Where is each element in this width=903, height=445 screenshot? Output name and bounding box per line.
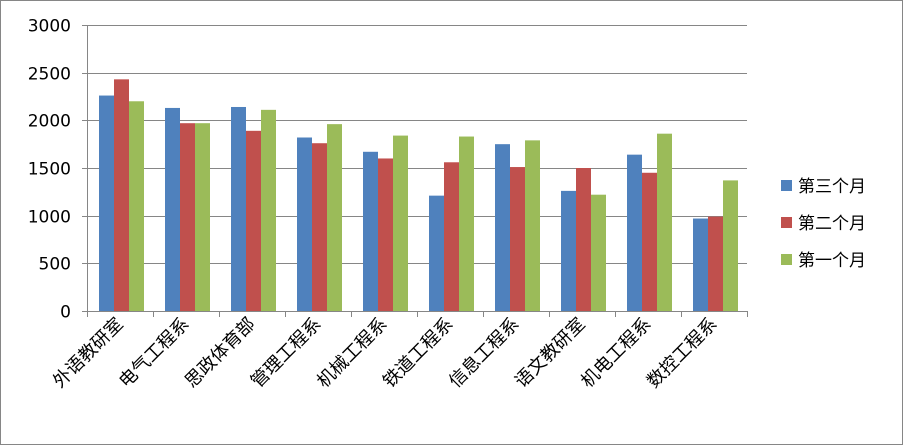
bar-1-9 (627, 154, 642, 311)
bar-3-8 (591, 194, 606, 311)
bar-3-7 (525, 140, 540, 311)
bar-3-1 (129, 101, 144, 312)
bar-2-1 (114, 79, 129, 311)
bar-3-10 (723, 180, 738, 311)
x-tick-label: 机械工程系 (313, 314, 391, 392)
y-axis-ticks: 0 500 1000 1500 2000 2500 3000 (28, 17, 71, 323)
legend-label-2: 第二个月 (798, 214, 866, 234)
bar-1-1 (99, 95, 114, 312)
x-tick-label: 铁道工程系 (379, 314, 457, 392)
y-tick-label: 2000 (28, 112, 71, 132)
bar-1-2 (165, 107, 180, 311)
bar-3-3 (261, 109, 276, 311)
bar-3-2 (195, 123, 210, 312)
bar-1-6 (429, 195, 444, 311)
bar-2-10 (708, 216, 723, 311)
x-tick-label: 思政体育部 (181, 314, 259, 392)
x-axis-ticks: 外语教研室电气工程系思政体育部管理工程系机械工程系铁道工程系信息工程系语文教研室… (49, 314, 721, 392)
bar-2-9 (642, 172, 657, 311)
bar-3-9 (657, 133, 672, 311)
x-tick-label: 机电工程系 (577, 314, 655, 392)
bar-1-5 (363, 151, 378, 311)
bar-2-6 (444, 162, 459, 311)
y-tick-label: 3000 (28, 17, 71, 37)
bar-3-4 (327, 124, 342, 311)
x-tick-label: 信息工程系 (445, 314, 523, 392)
x-tick-label: 语文教研室 (511, 314, 589, 392)
bar-3-5 (393, 135, 408, 311)
x-tick-label: 管理工程系 (247, 314, 325, 392)
y-tick-label: 1500 (28, 160, 71, 180)
axes (82, 25, 748, 317)
bar-3-6 (459, 136, 474, 311)
x-tick-label: 电气工程系 (115, 314, 193, 392)
bar-2-7 (510, 167, 525, 311)
bar-2-5 (378, 158, 393, 311)
x-tick-label: 数控工程系 (643, 314, 721, 392)
bar-1-4 (297, 137, 312, 311)
y-tick-label: 500 (39, 255, 71, 275)
bar-2-4 (312, 143, 327, 311)
bar-1-10 (693, 218, 708, 311)
legend-label-1: 第三个月 (798, 177, 866, 197)
bars (99, 79, 738, 312)
x-tick-label: 外语教研室 (49, 314, 127, 392)
legend-swatch-1 (781, 180, 792, 191)
y-tick-label: 1000 (28, 208, 71, 228)
bar-1-7 (495, 144, 510, 311)
legend-label-3: 第一个月 (798, 251, 866, 271)
bar-2-8 (576, 168, 591, 311)
bar-2-2 (180, 123, 195, 312)
legend-swatch-2 (781, 217, 792, 228)
y-tick-label: 0 (60, 303, 71, 323)
y-tick-label: 2500 (28, 65, 71, 85)
bar-2-3 (246, 130, 261, 311)
bar-1-3 (231, 106, 246, 311)
bar-1-8 (561, 190, 576, 311)
legend-swatch-3 (781, 254, 792, 265)
